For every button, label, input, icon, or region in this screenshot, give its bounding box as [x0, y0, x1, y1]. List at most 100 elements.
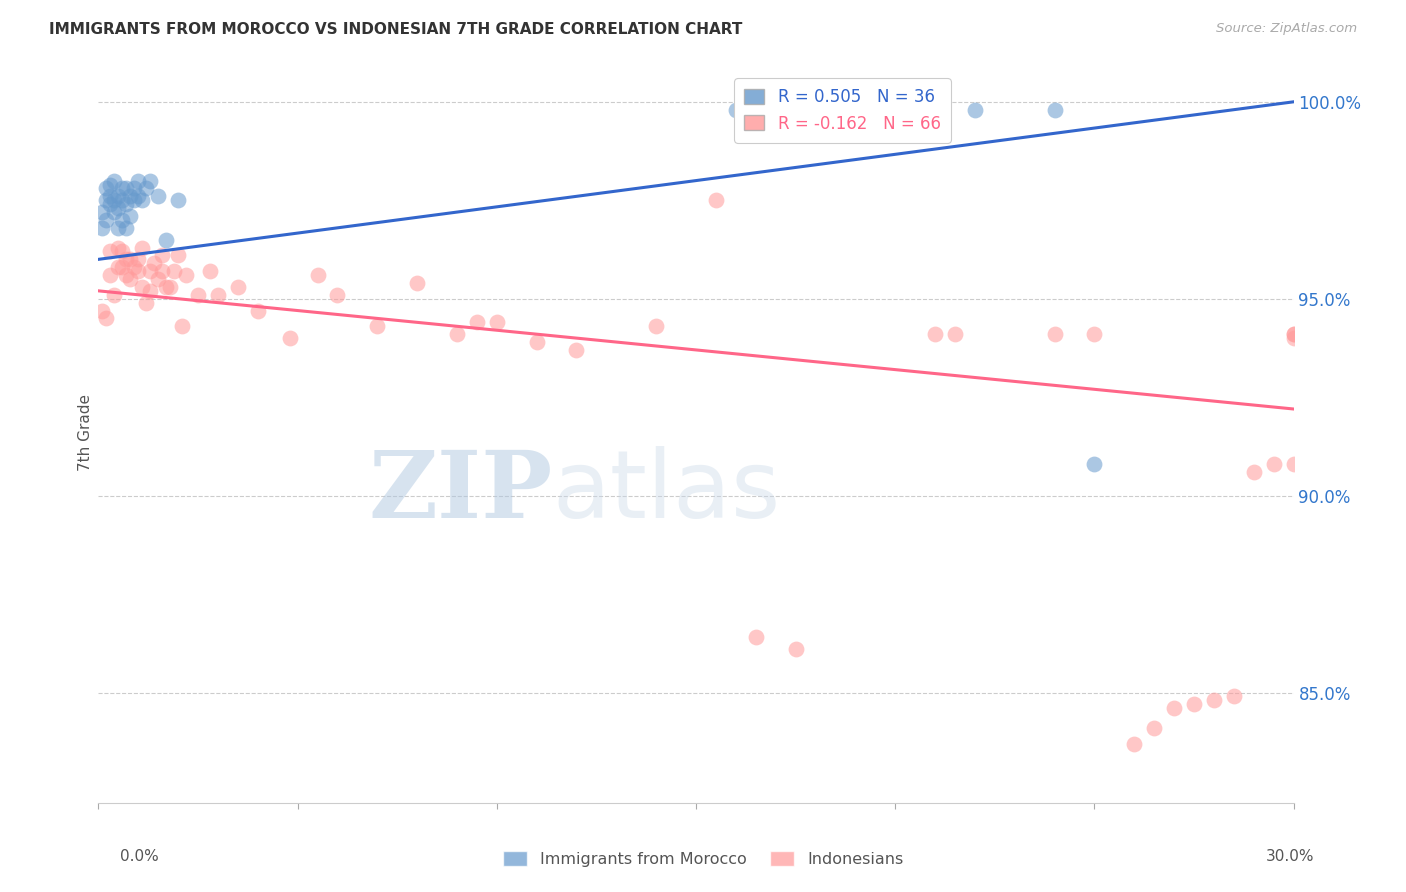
- Point: [124, 181, 146, 195]
- Point: [111, 260, 134, 275]
- Point: [1143, 721, 1166, 735]
- Point: [150, 248, 173, 262]
- Point: [120, 272, 142, 286]
- Y-axis label: 7th Grade: 7th Grade: [77, 394, 93, 471]
- Point: [187, 287, 209, 301]
- Point: [103, 205, 125, 219]
- Point: [148, 272, 170, 286]
- Point: [139, 284, 162, 298]
- Point: [111, 194, 134, 208]
- Point: [139, 264, 162, 278]
- Legend: Immigrants from Morocco, Indonesians: Immigrants from Morocco, Indonesians: [496, 845, 910, 873]
- Point: [1282, 327, 1305, 342]
- Point: [155, 233, 177, 247]
- Point: [98, 189, 122, 203]
- Point: [1083, 327, 1105, 342]
- Point: [115, 252, 138, 267]
- Point: [246, 303, 269, 318]
- Point: [120, 252, 142, 267]
- Point: [131, 241, 153, 255]
- Point: [120, 209, 142, 223]
- Point: [103, 287, 125, 301]
- Point: [704, 194, 727, 208]
- Point: [124, 260, 146, 275]
- Point: [745, 631, 768, 645]
- Point: [107, 201, 129, 215]
- Point: [115, 220, 138, 235]
- Point: [91, 205, 114, 219]
- Point: [198, 264, 221, 278]
- Point: [98, 268, 122, 282]
- Point: [1282, 331, 1305, 345]
- Point: [107, 241, 129, 255]
- Point: [1243, 465, 1265, 479]
- Point: [131, 280, 153, 294]
- Point: [1163, 701, 1185, 715]
- Point: [127, 189, 149, 203]
- Point: [107, 189, 129, 203]
- Point: [127, 173, 149, 187]
- Point: [107, 260, 129, 275]
- Point: [103, 194, 125, 208]
- Point: [98, 244, 122, 259]
- Point: [174, 268, 197, 282]
- Point: [150, 264, 173, 278]
- Point: [1043, 103, 1066, 117]
- Point: [1223, 690, 1246, 704]
- Point: [96, 194, 118, 208]
- Point: [111, 181, 134, 195]
- Point: [98, 197, 122, 211]
- Point: [167, 194, 190, 208]
- Point: [924, 327, 946, 342]
- Text: 0.0%: 0.0%: [120, 849, 159, 864]
- Point: [1202, 693, 1225, 707]
- Point: [172, 319, 194, 334]
- Point: [207, 287, 229, 301]
- Point: [406, 276, 429, 290]
- Point: [115, 181, 138, 195]
- Point: [326, 287, 349, 301]
- Point: [167, 248, 190, 262]
- Point: [1123, 737, 1146, 751]
- Point: [115, 197, 138, 211]
- Point: [91, 220, 114, 235]
- Point: [485, 315, 508, 329]
- Point: [785, 642, 807, 657]
- Point: [135, 181, 157, 195]
- Point: [131, 194, 153, 208]
- Point: [1182, 698, 1205, 712]
- Point: [159, 280, 181, 294]
- Point: [1282, 457, 1305, 471]
- Point: [446, 327, 468, 342]
- Point: [278, 331, 301, 345]
- Point: [107, 220, 129, 235]
- Point: [226, 280, 249, 294]
- Point: [139, 173, 162, 187]
- Point: [1043, 327, 1066, 342]
- Point: [465, 315, 488, 329]
- Point: [98, 178, 122, 192]
- Point: [1263, 457, 1285, 471]
- Point: [526, 334, 548, 349]
- Point: [91, 303, 114, 318]
- Point: [111, 213, 134, 227]
- Point: [127, 264, 149, 278]
- Point: [124, 194, 146, 208]
- Point: [307, 268, 329, 282]
- Point: [103, 173, 125, 187]
- Text: Source: ZipAtlas.com: Source: ZipAtlas.com: [1216, 22, 1357, 36]
- Point: [565, 343, 588, 357]
- Point: [96, 213, 118, 227]
- Point: [163, 264, 186, 278]
- Text: IMMIGRANTS FROM MOROCCO VS INDONESIAN 7TH GRADE CORRELATION CHART: IMMIGRANTS FROM MOROCCO VS INDONESIAN 7T…: [49, 22, 742, 37]
- Text: ZIP: ZIP: [368, 447, 553, 537]
- Point: [111, 244, 134, 259]
- Point: [120, 189, 142, 203]
- Text: atlas: atlas: [553, 446, 780, 538]
- Point: [96, 311, 118, 326]
- Point: [127, 252, 149, 267]
- Point: [1083, 457, 1105, 471]
- Point: [366, 319, 388, 334]
- Point: [724, 103, 747, 117]
- Text: 30.0%: 30.0%: [1267, 849, 1315, 864]
